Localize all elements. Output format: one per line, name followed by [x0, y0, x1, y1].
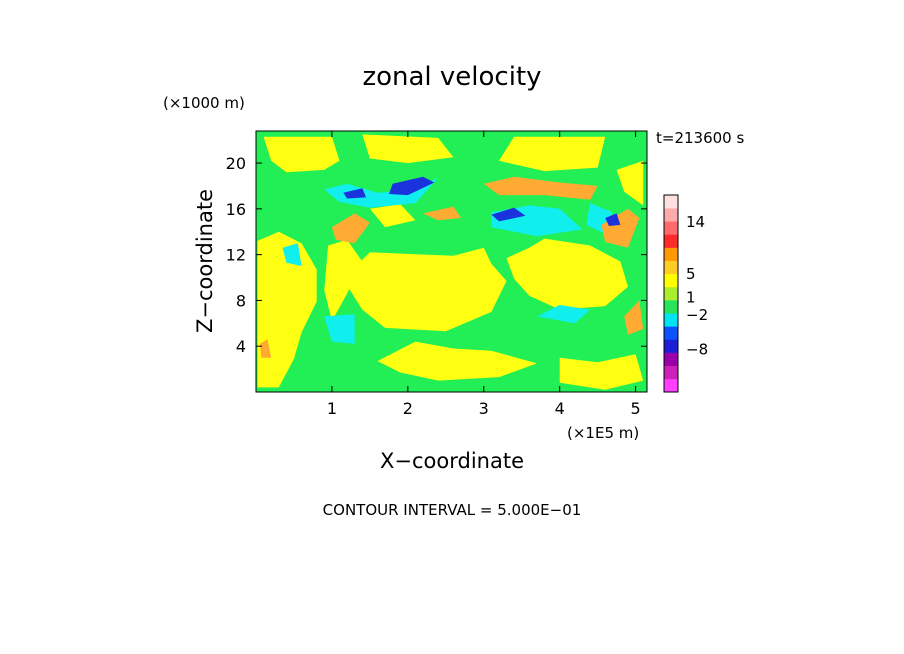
colorbar-band: [664, 300, 678, 314]
colorbar-band: [664, 313, 678, 327]
contour-region-yellow-4: [506, 238, 628, 310]
colorbar-band: [664, 234, 678, 248]
colorbar-band: [664, 195, 678, 209]
contour-region-yellow-7: [257, 231, 317, 388]
y-tick-label: 8: [236, 291, 246, 310]
contour-interval-label: CONTOUR INTERVAL = 5.000E−01: [323, 501, 582, 519]
colorbar-band: [664, 221, 678, 235]
contour-region-orange-21: [259, 339, 272, 358]
colorbar-band: [664, 365, 678, 380]
colorbar-tick-label: 14: [686, 213, 705, 231]
colorbar-band: [664, 260, 678, 275]
contour-region-cyan-15: [536, 305, 591, 324]
contour-region-orange-22: [624, 300, 644, 335]
plot-area: [255, 130, 648, 393]
contour-region-blue-24: [388, 176, 435, 196]
y-unit-label: (×1000 m): [163, 94, 245, 112]
colorbar-band: [664, 208, 678, 222]
contour-region-yellow-5: [377, 341, 537, 381]
x-axis-ticks: 1 2 3 4 5: [327, 131, 641, 418]
plot-frame: [255, 130, 648, 393]
colorbar-band: [664, 352, 678, 367]
colorbar-band: [664, 339, 678, 353]
contour-region-cyan-16: [282, 243, 302, 267]
contour-region-orange-18: [331, 213, 370, 244]
chart-title: zonal velocity: [362, 62, 541, 92]
colorbar-band: [664, 273, 678, 288]
colorbar-tick-label: 1: [686, 288, 696, 306]
x-tick-label: 3: [479, 399, 489, 418]
contour-region-cyan-11: [324, 177, 439, 208]
y-axis-title: Z−coordinate: [193, 189, 217, 333]
y-tick-label: 20: [226, 154, 246, 173]
contour-region-yellow-0: [263, 136, 340, 173]
contour-region-blue-23: [343, 188, 367, 199]
y-axis-ticks: 4 8 12 16 20: [226, 154, 647, 356]
contour-region-yellow-1: [362, 134, 454, 164]
contour-regions: [257, 134, 644, 390]
contour-region-orange-20: [423, 206, 461, 221]
colorbar-band: [664, 247, 678, 261]
x-axis-title: X−coordinate: [380, 449, 524, 473]
contour-region-orange-19: [601, 208, 640, 248]
colorbar-band: [664, 286, 678, 301]
contour-region-yellow-10: [369, 204, 416, 228]
colorbar-tick-label: −2: [686, 306, 708, 324]
x-tick-label: 1: [327, 399, 337, 418]
contour-region-yellow-6: [559, 354, 644, 390]
contour-region-yellow-8: [324, 239, 363, 321]
colorbar-tick-label: 5: [686, 265, 696, 283]
contour-region-yellow-2: [499, 136, 606, 172]
colorbar: 14 5 1−2 −8: [663, 194, 708, 393]
contour-region-yellow-3: [347, 247, 507, 332]
x-tick-label: 5: [631, 399, 641, 418]
contour-region-blue-25: [491, 207, 526, 222]
contour-region-cyan-14: [324, 314, 355, 344]
colorbar-band: [664, 326, 678, 340]
contour-region-yellow-9: [616, 160, 644, 206]
time-label: t=213600 s: [656, 129, 744, 147]
colorbar-frame: [663, 194, 679, 393]
colorbar-tick-label: −8: [686, 341, 708, 359]
y-tick-label: 4: [236, 337, 246, 356]
contour-region-blue-26: [605, 213, 621, 226]
contour-region-orange-17: [483, 176, 598, 200]
x-unit-label: (×1E5 m): [567, 424, 639, 442]
y-tick-label: 16: [226, 200, 246, 219]
x-tick-label: 2: [403, 399, 413, 418]
x-tick-label: 4: [555, 399, 565, 418]
y-tick-label: 12: [226, 246, 246, 265]
colorbar-band: [664, 378, 678, 393]
